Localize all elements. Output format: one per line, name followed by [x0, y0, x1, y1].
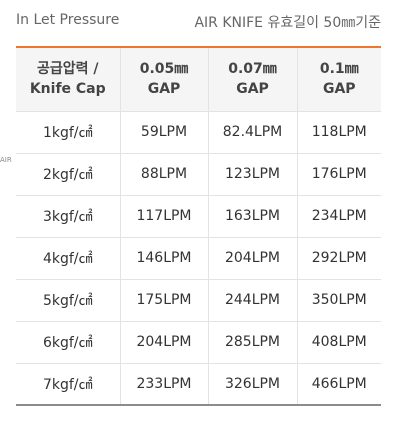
pressure-cell: 1kgf/㎠ [16, 111, 120, 154]
flow-cell: 292LPM [296, 237, 381, 280]
header-line: GAP [147, 81, 181, 98]
flow-cell: 59LPM [119, 111, 208, 154]
header-gap-01: 0.1㎜ GAP [296, 46, 381, 112]
table-row: 4kgf/㎠ 146LPM 204LPM 292LPM [16, 237, 381, 280]
flow-cell: 117LPM [119, 195, 208, 238]
table-row: 7kgf/㎠ 233LPM 326LPM 466LPM [16, 363, 381, 406]
flow-cell: 350LPM [296, 279, 381, 322]
header-line: 0.1㎜ [319, 61, 359, 78]
header-supply-pressure: 공급압력 / Knife Cap [16, 46, 120, 112]
pressure-cell: 4kgf/㎠ [16, 237, 120, 280]
flow-cell: 82.4LPM [207, 111, 297, 154]
table-header: 공급압력 / Knife Cap 0.05㎜ GAP 0.07㎜ GAP 0.1… [16, 46, 381, 112]
pressure-cell: 5kgf/㎠ [16, 279, 120, 322]
flow-cell: 285LPM [207, 321, 297, 364]
flow-cell: 204LPM [119, 321, 208, 364]
header-line: 0.07㎜ [228, 61, 277, 78]
flow-cell: 244LPM [207, 279, 297, 322]
flow-cell: 234LPM [296, 195, 381, 238]
header-gap-005: 0.05㎜ GAP [119, 46, 208, 112]
flow-cell: 175LPM [119, 279, 208, 322]
table-row: 5kgf/㎠ 175LPM 244LPM 350LPM [16, 279, 381, 322]
caption-air-knife-basis: AIR KNIFE 유효길이 50㎜기준 [194, 15, 381, 31]
side-label: AIR [0, 156, 12, 164]
table-row: 1kgf/㎠ 59LPM 82.4LPM 118LPM [16, 111, 381, 154]
flow-cell: 176LPM [296, 153, 381, 196]
airflow-spec-table: 공급압력 / Knife Cap 0.05㎜ GAP 0.07㎜ GAP 0.1… [16, 46, 381, 406]
table-row: 3kgf/㎠ 117LPM 163LPM 234LPM [16, 195, 381, 238]
pressure-cell: 3kgf/㎠ [16, 195, 120, 238]
pressure-cell: 6kgf/㎠ [16, 321, 120, 364]
header-line: 0.05㎜ [139, 61, 189, 78]
flow-cell: 146LPM [119, 237, 208, 280]
flow-cell: 408LPM [296, 321, 381, 364]
pressure-cell: 7kgf/㎠ [16, 363, 120, 406]
header-gap-007: 0.07㎜ GAP [207, 46, 297, 112]
header-line: Knife Cap [29, 81, 106, 98]
header-row: 공급압력 / Knife Cap 0.05㎜ GAP 0.07㎜ GAP 0.1… [16, 46, 381, 112]
caption-inlet-pressure: In Let Pressure [16, 12, 120, 28]
flow-cell: 118LPM [296, 111, 381, 154]
table-row: 6kgf/㎠ 204LPM 285LPM 408LPM [16, 321, 381, 364]
flow-cell: 204LPM [207, 237, 297, 280]
header-line: 공급압력 / [36, 61, 99, 78]
pressure-cell: 2kgf/㎠ [16, 153, 120, 196]
header-line: GAP [236, 81, 269, 98]
flow-cell: 123LPM [207, 153, 297, 196]
flow-cell: 88LPM [119, 153, 208, 196]
table-row: 2kgf/㎠ 88LPM 123LPM 176LPM [16, 153, 381, 196]
flow-cell: 466LPM [296, 363, 381, 406]
table-body: 1kgf/㎠ 59LPM 82.4LPM 118LPM 2kgf/㎠ 88LPM… [16, 111, 381, 406]
flow-cell: 163LPM [207, 195, 297, 238]
header-line: GAP [322, 81, 356, 98]
flow-cell: 233LPM [119, 363, 208, 406]
flow-cell: 326LPM [207, 363, 297, 406]
